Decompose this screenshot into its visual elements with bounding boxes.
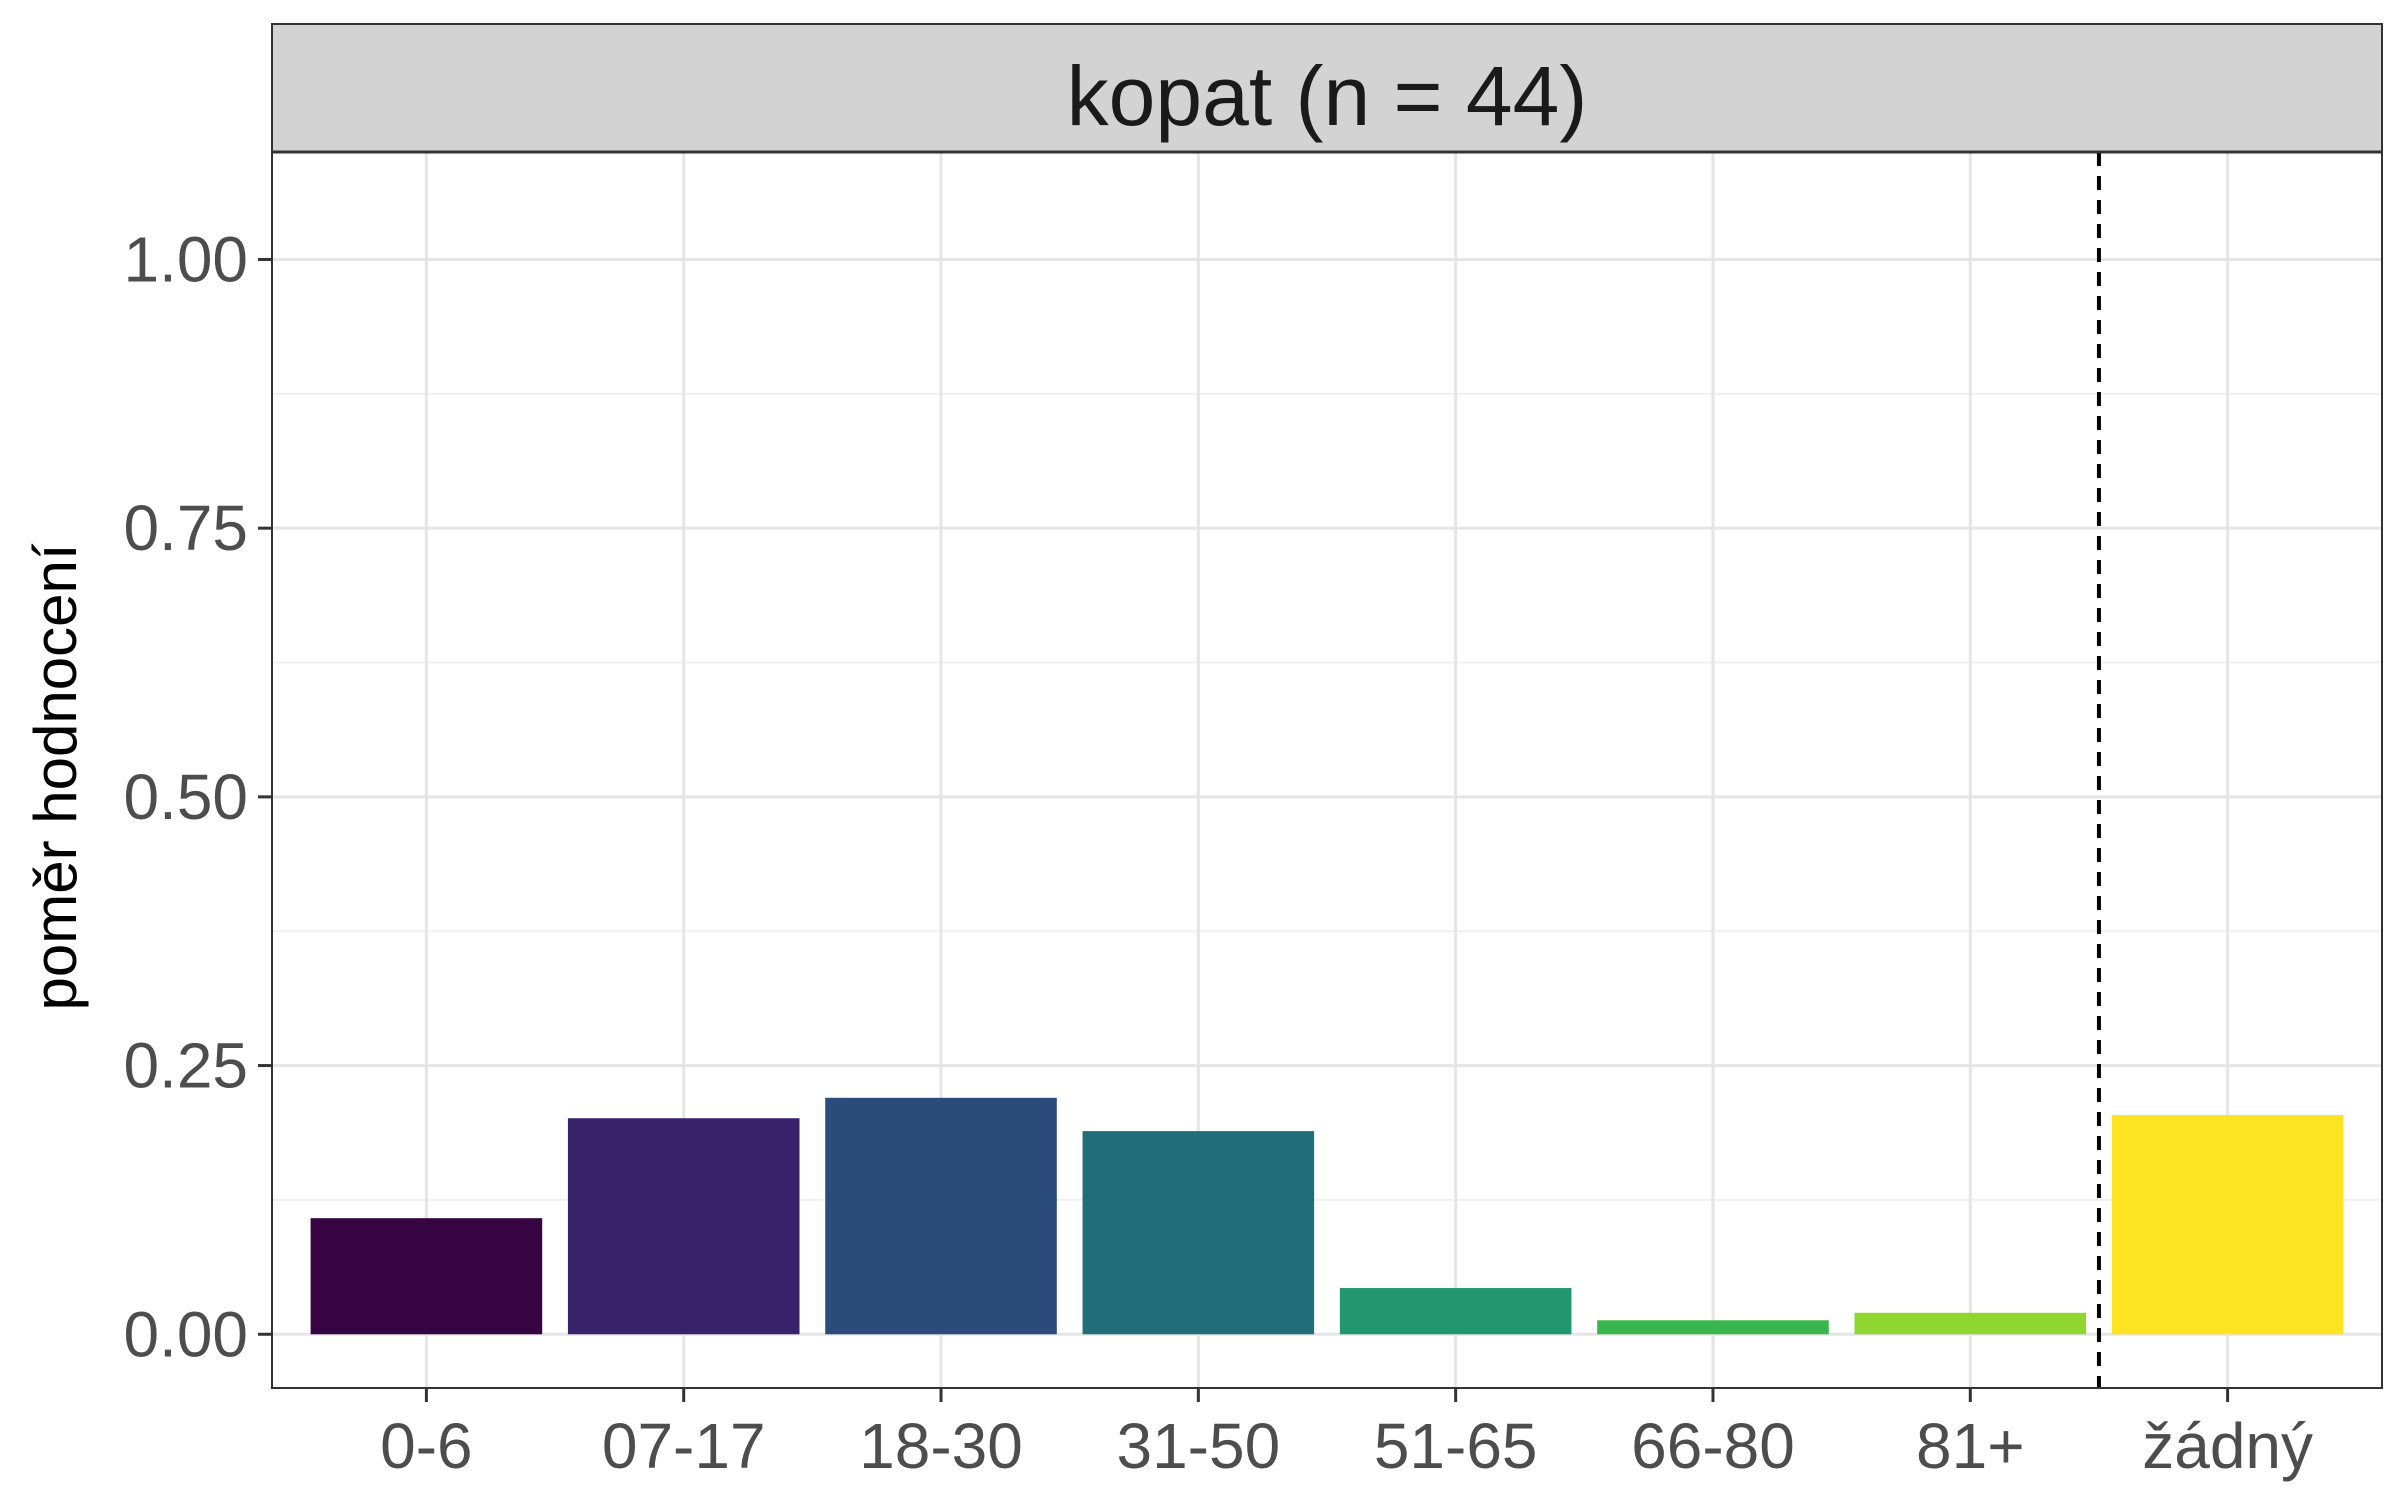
y-tick-label: 0.25 xyxy=(123,1030,248,1102)
x-tick-label: žádný xyxy=(2142,1410,2313,1482)
x-tick-label: 51-65 xyxy=(1374,1410,1538,1482)
x-axis: 0-6 07-17 18-30 31-50 51-65 66-80 81+ žádný xyxy=(380,1388,2313,1482)
y-tick-label: 0.75 xyxy=(123,492,248,564)
x-tick-label: 0-6 xyxy=(380,1410,473,1482)
x-tick-label: 07-17 xyxy=(602,1410,766,1482)
x-tick-label: 81+ xyxy=(1916,1410,2025,1482)
bar-0-6 xyxy=(310,1218,543,1335)
bar-66-80 xyxy=(1597,1320,1829,1335)
y-tick-label: 0.50 xyxy=(123,761,248,833)
bar-31-50 xyxy=(1082,1131,1315,1335)
chart-title: kopat (n = 44) xyxy=(1067,49,1588,143)
y-axis: 0.00 0.25 0.50 0.75 1.00 xyxy=(123,223,272,1370)
panel-border xyxy=(271,23,2383,1389)
bar-18-30 xyxy=(825,1097,1057,1335)
bars xyxy=(310,1097,2344,1335)
y-tick-label: 0.00 xyxy=(123,1298,248,1370)
bar-81+ xyxy=(1854,1312,2087,1335)
y-axis-title: poměr hodnocení xyxy=(22,543,89,1010)
bar-51-65 xyxy=(1339,1288,1572,1335)
y-tick-label: 1.00 xyxy=(123,223,248,295)
x-tick-label: 18-30 xyxy=(859,1410,1023,1482)
bar-07-17 xyxy=(567,1118,800,1335)
bar-žádný xyxy=(2111,1115,2344,1335)
x-tick-label: 31-50 xyxy=(1116,1410,1280,1482)
facet-strip xyxy=(272,24,2382,152)
x-tick-label: 66-80 xyxy=(1631,1410,1795,1482)
